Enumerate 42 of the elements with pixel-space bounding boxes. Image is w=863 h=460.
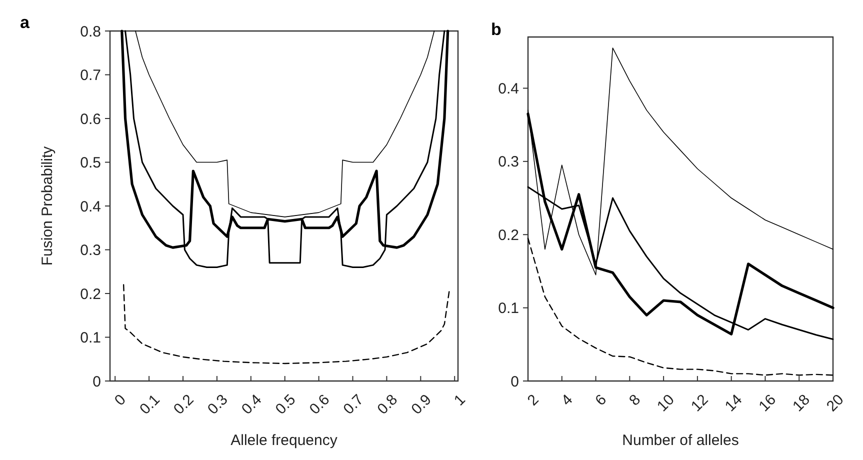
y-tick-label: 0.2 [498,226,519,244]
x-tick-label: 0.9 [408,391,435,418]
x-tick-label: 0.2 [170,391,198,418]
x-tick-label: 4 [558,391,576,410]
y-axis-title: Fusion Probability [39,146,56,266]
x-tick-label: 0 [111,391,130,410]
x-tick-label: 8 [626,391,644,410]
y-tick-label: 0.4 [498,80,519,98]
y-tick-label: 0.7 [80,67,101,84]
line-series [527,238,834,376]
x-tick-label: 0.3 [204,391,232,418]
y-tick-label: 0 [92,373,101,390]
line-series [122,284,450,364]
y-tick-label: 0 [510,373,519,390]
y-tick-label: 0.1 [80,330,101,346]
x-tick-label: 6 [592,391,610,410]
x-tick-label: 0.5 [272,391,300,418]
x-tick-label: 18 [790,391,814,416]
y-tick-label: 0.8 [80,23,101,40]
y-tick-label: 0.2 [80,286,101,303]
y-tick-label: 0.6 [80,110,101,128]
x-tick-label: 16 [756,391,780,416]
x-tick-label: 12 [688,391,712,416]
y-tick-label: 0.5 [80,154,101,172]
y-tick-label: 0.3 [80,242,101,259]
y-tick-label: 0.1 [498,300,519,318]
x-tick-label: 2 [524,391,542,410]
x-tick-label: 0.1 [136,391,164,418]
y-tick-label: 0.3 [498,154,519,171]
x-tick-label: 1 [450,391,469,410]
x-tick-label: 0.4 [238,391,266,418]
x-tick-label: 10 [654,391,678,416]
x-tick-label: 0.7 [340,391,368,418]
x-tick-label: 14 [722,391,746,416]
x-axis-title: Allele frequency [230,432,338,449]
x-axis-title: Number of alleles [622,432,739,449]
x-tick-label: 0.8 [374,391,401,418]
chart-title: b [491,20,502,39]
chart-title: a [20,13,30,32]
x-tick-label: 20 [823,391,848,416]
x-tick-label: 0.6 [306,391,334,418]
y-tick-label: 0.4 [80,198,101,216]
